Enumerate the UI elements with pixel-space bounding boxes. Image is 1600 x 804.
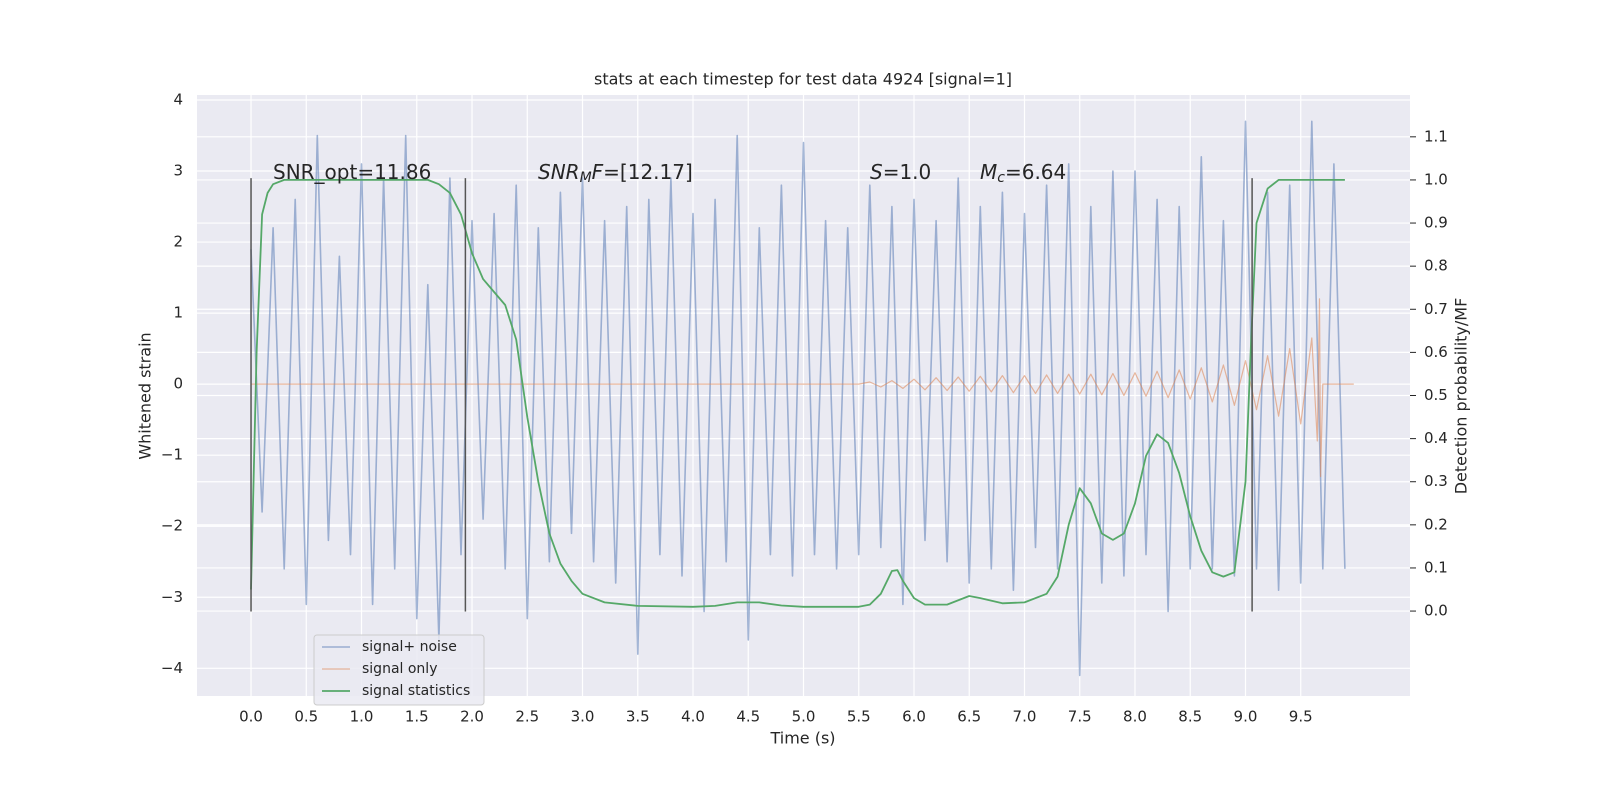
y2-tick-label: 0.5 xyxy=(1424,386,1448,404)
x-tick-label: 4.5 xyxy=(736,708,760,726)
y-tick-label: 1 xyxy=(173,304,183,322)
x-tick-label: 2.5 xyxy=(515,708,539,726)
y2-tick-label: 0.6 xyxy=(1424,343,1448,361)
x-tick-label: 5.0 xyxy=(792,708,816,726)
legend-label: signal+ noise xyxy=(362,639,457,655)
y-tick-label: 2 xyxy=(173,233,183,251)
annotation: SNRMF=[12.17] xyxy=(538,160,693,187)
x-tick-label: 8.0 xyxy=(1123,708,1147,726)
y-tick-label: 4 xyxy=(173,90,183,108)
y2-axis-label: Detection probability/MF xyxy=(1452,298,1471,495)
legend-label: signal only xyxy=(362,661,437,677)
x-tick-label: 3.5 xyxy=(626,708,650,726)
y-tick-label: −4 xyxy=(161,659,183,677)
annotation-part: =[12.17] xyxy=(603,160,693,184)
y2-tick-label: 0.2 xyxy=(1424,515,1448,533)
annotation-part: S xyxy=(870,160,883,184)
y-tick-label: 3 xyxy=(173,162,183,180)
x-tick-label: 6.0 xyxy=(902,708,926,726)
y2-tick-label: 1.0 xyxy=(1424,170,1448,188)
series-line xyxy=(250,179,1345,608)
y2-tick-label: 0.3 xyxy=(1424,472,1448,490)
x-tick-label: 1.5 xyxy=(405,708,429,726)
annotation-part: c xyxy=(997,170,1005,186)
annotation-part: M xyxy=(980,160,997,184)
chart-title: stats at each timestep for test data 492… xyxy=(594,70,1012,89)
x-tick-label: 1.0 xyxy=(350,708,374,726)
y2-tick-label: 0.1 xyxy=(1424,558,1448,576)
x-tick-label: 0.5 xyxy=(294,708,318,726)
y2-tick-label: 0.7 xyxy=(1424,300,1448,318)
x-axis-label: Time (s) xyxy=(769,729,835,748)
y2-tick-label: 0.8 xyxy=(1424,257,1448,275)
y-tick-label: −3 xyxy=(161,588,183,606)
x-tick-label: 3.0 xyxy=(571,708,595,726)
x-tick-label: 0.0 xyxy=(239,708,263,726)
annotation-part: =1.0 xyxy=(883,160,932,184)
annotation: S=1.0 xyxy=(870,160,931,184)
y2-tick-label: 0.0 xyxy=(1424,602,1448,620)
x-tick-label: 7.5 xyxy=(1068,708,1092,726)
annotation-part: M xyxy=(580,170,592,186)
x-tick-label: 9.0 xyxy=(1234,708,1258,726)
x-tick-label: 7.0 xyxy=(1013,708,1037,726)
y-axis-label: Whitened strain xyxy=(136,332,155,459)
legend-box xyxy=(313,634,485,706)
y-tick-label: 0 xyxy=(173,375,183,393)
x-tick-label: 5.5 xyxy=(847,708,871,726)
x-tick-label: 4.0 xyxy=(681,708,705,726)
x-tick-label: 8.5 xyxy=(1178,708,1202,726)
y2-tick-label: 0.4 xyxy=(1424,429,1448,447)
series-line xyxy=(250,120,1346,677)
x-tick-label: 6.5 xyxy=(957,708,981,726)
annotation-part: SNR xyxy=(538,160,580,184)
x-tick-label: 2.0 xyxy=(460,708,484,726)
x-tick-label: 9.5 xyxy=(1289,708,1313,726)
y2-tick-label: 1.1 xyxy=(1424,127,1448,145)
y-tick-label: −1 xyxy=(161,446,183,464)
y2-tick-label: 0.9 xyxy=(1424,214,1448,232)
annotation: Mc=6.64 xyxy=(980,160,1066,187)
annotation-part: F xyxy=(592,160,604,184)
annotation-part: SNR_opt=11.86 xyxy=(273,160,431,184)
annotation-part: =6.64 xyxy=(1005,160,1066,184)
legend-label: signal statistics xyxy=(362,683,470,699)
annotation: SNR_opt=11.86 xyxy=(273,160,431,184)
series-line xyxy=(251,298,1354,478)
y-tick-label: −2 xyxy=(161,517,183,535)
